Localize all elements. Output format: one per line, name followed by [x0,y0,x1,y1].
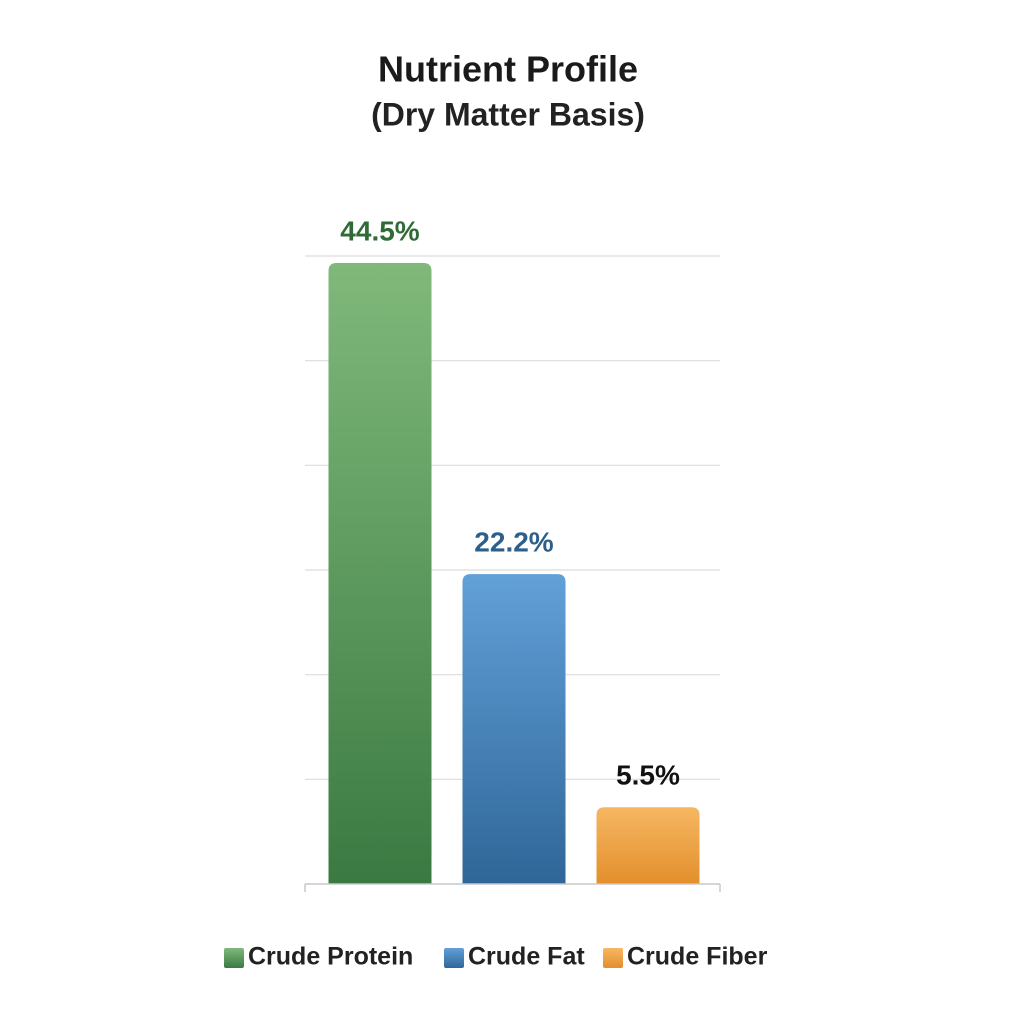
legend-label: Crude Protein [248,943,413,971]
value-label: 5.5% [616,760,680,791]
chart-title: Nutrient Profile [378,49,638,90]
bars: 44.5% 22.2% 5.5% [328,215,700,884]
value-label: 44.5% [340,215,419,246]
bar [328,262,432,884]
legend-label: Crude Fat [468,943,585,971]
legend-label: Crude Fiber [627,943,768,971]
legend-swatch [603,948,623,968]
bar [462,574,566,884]
chart-subtitle: (Dry Matter Basis) [371,96,645,132]
legend-swatch [224,948,244,968]
legend-swatch [444,948,464,968]
bar [596,807,700,884]
legend: Crude Protein Crude Fat Crude Fiber [224,943,768,971]
value-label: 22.2% [474,527,553,558]
